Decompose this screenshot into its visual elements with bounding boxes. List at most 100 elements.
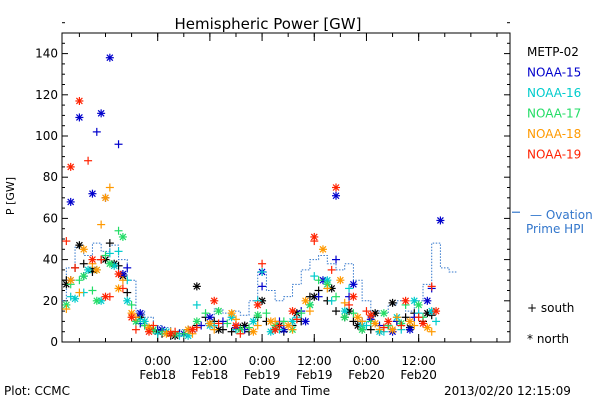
star-d2 [410, 297, 418, 305]
north-marker [79, 272, 88, 281]
north-marker [97, 109, 106, 118]
hpi-legend-line2: Prime HPI [526, 222, 584, 236]
north-marker [249, 317, 258, 326]
star-d2 [254, 301, 262, 309]
south-marker [62, 237, 71, 246]
star-d2 [71, 295, 79, 303]
south-marker [197, 321, 206, 330]
star-d2 [84, 266, 92, 274]
star-d2 [423, 297, 431, 305]
south-marker [149, 321, 158, 330]
x-tick-date: Feb18 [139, 368, 176, 382]
star-d2 [141, 317, 149, 325]
north-marker [192, 282, 201, 291]
legend-entry: NOAA-18 [527, 127, 581, 141]
south-marker [218, 317, 227, 326]
star-d2 [115, 285, 122, 292]
star-d2 [132, 317, 140, 325]
star-d2 [115, 270, 122, 278]
legend-entry: METP-02 [527, 45, 579, 59]
south-marker [92, 127, 101, 136]
legend-entry: NOAA-15 [527, 66, 581, 80]
north-marker [188, 325, 197, 334]
x-tick-time: 0:00 [144, 354, 171, 368]
star-d2 [67, 276, 75, 284]
x-tick-time: 0:00 [249, 354, 276, 368]
north-marker [127, 313, 136, 322]
star-d2 [380, 309, 388, 317]
north-marker [231, 321, 240, 330]
star-d2 [384, 317, 392, 325]
north-marker [332, 191, 341, 200]
south-legend: + south [527, 301, 574, 315]
star-d2 [354, 313, 362, 321]
south-marker [214, 319, 223, 328]
star-d2 [423, 324, 431, 332]
star-d2 [89, 190, 96, 198]
south-marker [88, 286, 97, 295]
star-d2 [406, 326, 414, 334]
north-marker [340, 307, 349, 316]
south-marker [262, 309, 271, 318]
south-marker [118, 284, 127, 293]
star-d2 [415, 301, 423, 309]
star-d2 [206, 320, 214, 327]
star-d2 [80, 245, 88, 253]
y-tick-label: 120 [35, 88, 58, 102]
north-marker [123, 296, 132, 305]
south-marker [114, 247, 123, 256]
axes: 0204060801001201400:00Feb1812:00Feb180:0… [35, 22, 511, 382]
south-marker [223, 319, 232, 328]
y-tick-label: 0 [50, 335, 58, 349]
south-marker [79, 259, 88, 268]
x-tick-time: 12:00 [297, 354, 332, 368]
north-marker [205, 313, 214, 322]
south-marker [432, 317, 441, 326]
south-marker [210, 325, 219, 334]
south-marker [258, 282, 267, 291]
south-marker [123, 288, 132, 297]
north-marker [349, 280, 358, 289]
south-marker [375, 325, 384, 334]
south-marker [275, 321, 284, 330]
star-d2 [210, 297, 218, 305]
north-marker [332, 183, 341, 192]
north-marker [271, 325, 280, 334]
star-d2 [419, 320, 427, 327]
south-marker [245, 323, 254, 332]
y-tick-label: 60 [43, 211, 58, 225]
south-marker [314, 276, 323, 285]
timestamp: 2013/02/20 12:15:09 [444, 384, 571, 398]
star-d2 [267, 317, 275, 325]
star-d2 [349, 293, 357, 301]
south-marker [131, 325, 140, 334]
star-d2 [406, 317, 414, 325]
hpi-line [62, 242, 458, 333]
north-marker [75, 96, 84, 105]
star-d2 [232, 322, 240, 329]
south-marker [362, 307, 371, 316]
legend-entry: NOAA-17 [527, 107, 581, 121]
south-marker [401, 313, 410, 322]
south-marker [71, 263, 80, 272]
star-d2 [289, 307, 296, 315]
south-marker [258, 259, 267, 268]
star-d2 [332, 184, 340, 191]
south-marker [323, 284, 332, 293]
south-marker [253, 321, 262, 330]
north-marker [384, 317, 393, 326]
north-marker [66, 276, 75, 285]
north-marker [62, 300, 71, 309]
north-marker [323, 280, 332, 289]
star-d2 [310, 233, 318, 241]
star-d2 [302, 297, 309, 305]
north-marker [249, 327, 258, 336]
south-marker [75, 288, 84, 297]
north-marker [75, 241, 84, 250]
south-marker [101, 251, 110, 260]
star-d2 [284, 322, 292, 329]
north-marker [210, 296, 219, 305]
south-marker [349, 317, 358, 326]
star-d2 [228, 309, 236, 317]
north-marker [253, 311, 262, 320]
